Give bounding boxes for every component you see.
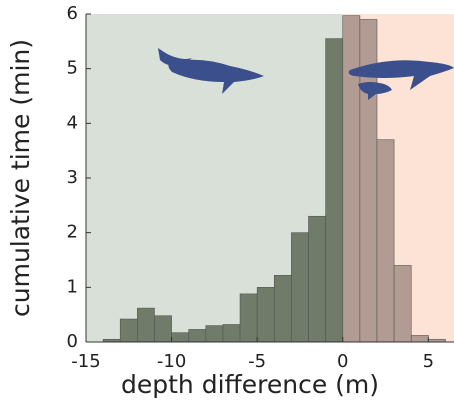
bar bbox=[205, 325, 224, 343]
y-tick-label: 2 bbox=[67, 222, 78, 243]
whale bbox=[168, 59, 264, 94]
x-tick-label: 5 bbox=[423, 351, 434, 372]
x-tick-label: -15 bbox=[71, 351, 100, 372]
bar bbox=[171, 332, 189, 343]
whale-icon-right bbox=[348, 60, 454, 100]
bar bbox=[393, 265, 412, 343]
x-tick-label: -10 bbox=[157, 351, 186, 372]
bar bbox=[342, 15, 361, 343]
y-tick-label: 5 bbox=[67, 58, 78, 79]
bar bbox=[239, 293, 258, 343]
bar bbox=[410, 335, 429, 343]
bar bbox=[119, 318, 138, 343]
whale bbox=[348, 60, 454, 90]
axes: 0 1 2 3 4 5 6 -15 -10 -5 0 5 bbox=[67, 3, 454, 372]
y-tick-label: 4 bbox=[67, 112, 78, 133]
whale-icon-left bbox=[158, 48, 264, 94]
x-tick-label: -5 bbox=[248, 351, 266, 372]
bar bbox=[273, 275, 292, 343]
y-tick-label: 6 bbox=[67, 3, 78, 24]
calf bbox=[158, 48, 192, 66]
bar bbox=[154, 315, 172, 343]
bar bbox=[256, 287, 275, 343]
x-tick-label: 0 bbox=[337, 351, 348, 372]
y-axis-label: cumulative time (min) bbox=[6, 39, 35, 317]
y-tick-label: 3 bbox=[67, 167, 78, 188]
bar bbox=[291, 232, 309, 343]
y-tick-label: 0 bbox=[67, 331, 78, 352]
bar bbox=[376, 139, 395, 343]
x-axis-label: depth difference (m) bbox=[121, 370, 379, 399]
bar bbox=[308, 215, 326, 343]
calf bbox=[358, 82, 392, 100]
bar bbox=[188, 329, 207, 343]
y-tick-label: 1 bbox=[67, 276, 78, 297]
bars bbox=[102, 15, 446, 343]
bar bbox=[222, 324, 241, 343]
bar bbox=[137, 307, 155, 343]
bar bbox=[325, 38, 344, 343]
